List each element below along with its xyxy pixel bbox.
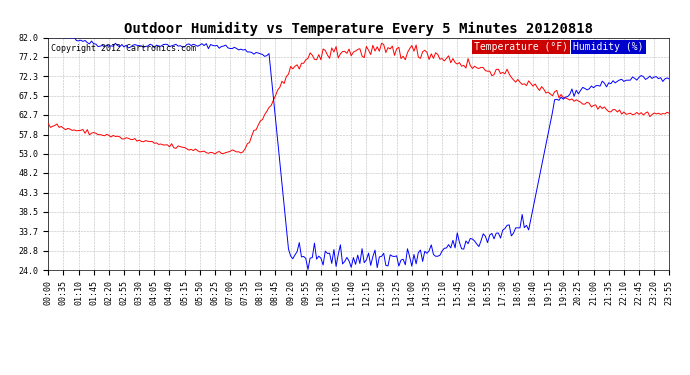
Text: Temperature (°F): Temperature (°F) xyxy=(474,42,568,52)
Text: Copyright 2012 Cartronics.com: Copyright 2012 Cartronics.com xyxy=(51,45,197,54)
Text: Humidity (%): Humidity (%) xyxy=(573,42,644,52)
Title: Outdoor Humidity vs Temperature Every 5 Minutes 20120818: Outdoor Humidity vs Temperature Every 5 … xyxy=(124,22,593,36)
